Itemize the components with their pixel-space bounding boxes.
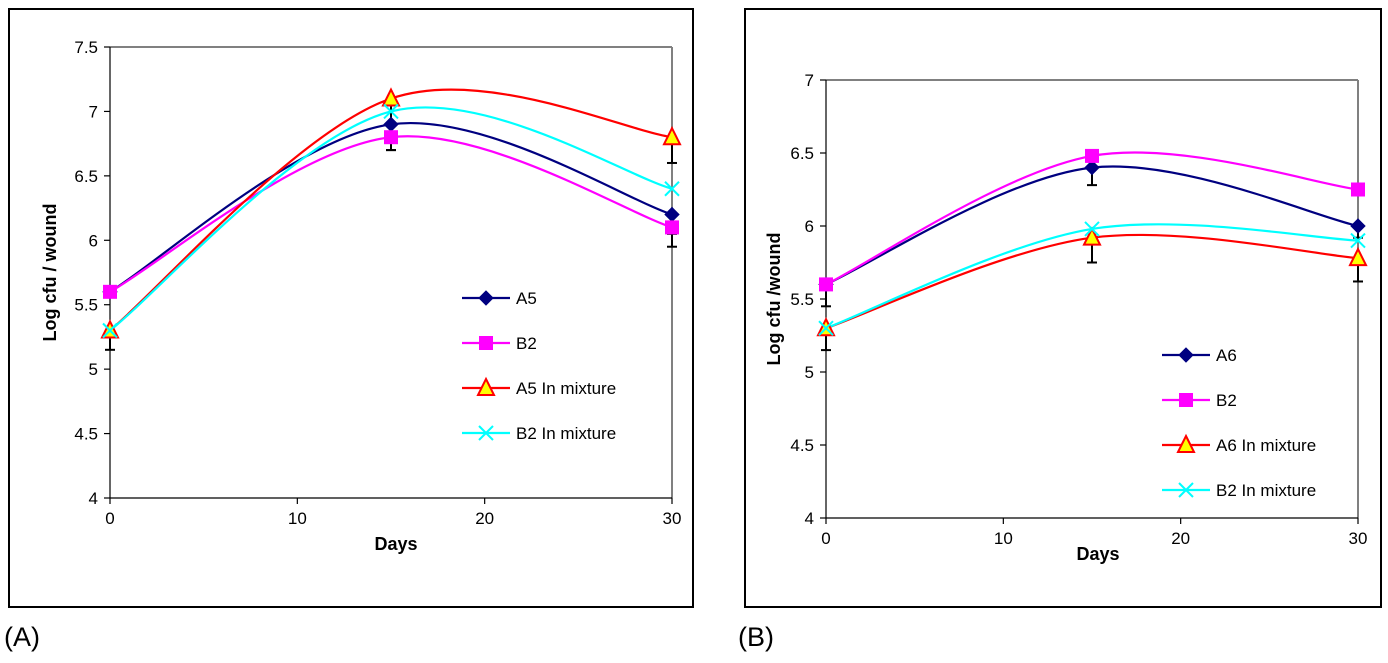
y-axis-title: Log cfu /wound bbox=[764, 233, 784, 366]
data-point-b2 bbox=[384, 130, 398, 145]
legend-marker bbox=[476, 376, 496, 396]
data-point-b2-in-mixture bbox=[664, 181, 680, 197]
legend-label: A6 In mixture bbox=[1216, 436, 1316, 455]
data-point-b2 bbox=[103, 284, 117, 299]
y-tick-label: 7 bbox=[89, 102, 98, 121]
legend-marker bbox=[478, 290, 494, 306]
data-point-a6 bbox=[1084, 159, 1100, 176]
x-tick-label: 0 bbox=[821, 529, 830, 548]
data-point-b2-in-mixture bbox=[1350, 232, 1366, 249]
y-tick-label: 5 bbox=[805, 363, 814, 382]
x-tick-label: 10 bbox=[994, 529, 1013, 548]
y-tick-label: 4 bbox=[805, 509, 814, 528]
legend-label: A5 In mixture bbox=[516, 379, 616, 398]
legend-label: B2 bbox=[516, 334, 537, 353]
y-tick-label: 5.5 bbox=[790, 290, 814, 309]
y-tick-label: 5.5 bbox=[74, 296, 98, 315]
legend-label: A5 bbox=[516, 289, 537, 308]
y-tick-label: 4.5 bbox=[790, 436, 814, 455]
panel-label-a: (A) bbox=[4, 622, 40, 652]
x-tick-label: 20 bbox=[475, 509, 494, 528]
legend-marker bbox=[1178, 347, 1194, 363]
data-point-a5 bbox=[664, 206, 680, 223]
legend-label: B2 In mixture bbox=[1216, 481, 1316, 500]
x-axis-title: Days bbox=[374, 534, 417, 554]
legend-label: B2 In mixture bbox=[516, 424, 616, 443]
x-tick-label: 10 bbox=[288, 509, 307, 528]
data-point-b2-in-mixture bbox=[383, 103, 399, 120]
legend-marker bbox=[1179, 393, 1193, 407]
data-point-b2-in-mixture bbox=[102, 322, 118, 339]
data-point-b2-in-mixture bbox=[1084, 221, 1100, 237]
series-line-b2 bbox=[109, 135, 673, 293]
y-tick-label: 5 bbox=[89, 360, 98, 379]
legend-label: A6 bbox=[1216, 346, 1237, 365]
y-tick-label: 6.5 bbox=[74, 167, 98, 186]
y-tick-label: 7.5 bbox=[74, 38, 98, 57]
x-axis-title: Days bbox=[1076, 544, 1119, 564]
chart-b-svg: 4 4.5 5 5.5 6 6.5 7 0 10 20 30 Log cfu /wound Days A6… bbox=[764, 71, 1368, 564]
data-point-b2-in-mixture bbox=[818, 320, 834, 336]
data-point-a6-in-mixture bbox=[1082, 226, 1102, 246]
data-point-b2 bbox=[1351, 182, 1365, 197]
data-point-a5-in-mixture bbox=[381, 87, 401, 107]
data-point-b2 bbox=[1085, 148, 1099, 163]
chart-panel-a: 4 4.5 5 5.5 6 6.5 7 7.5 0 10 20 30 Log cfu / wound Da… bbox=[8, 8, 694, 608]
legend-marker bbox=[1178, 482, 1194, 498]
x-tick-label: 30 bbox=[1349, 529, 1368, 548]
data-point-a6-in-mixture bbox=[1348, 246, 1368, 267]
legend-marker bbox=[479, 336, 493, 350]
y-axis-title: Log cfu / wound bbox=[40, 204, 60, 342]
x-tick-label: 30 bbox=[663, 509, 682, 528]
y-tick-label: 6 bbox=[805, 217, 814, 236]
chart-panel-b: 4 4.5 5 5.5 6 6.5 7 0 10 20 30 Log cfu /wound Days A6… bbox=[744, 8, 1382, 608]
y-tick-label: 6 bbox=[89, 231, 98, 250]
data-point-b2 bbox=[665, 220, 679, 235]
chart-a-svg: 4 4.5 5 5.5 6 6.5 7 7.5 0 10 20 30 Log cfu / wound Da… bbox=[40, 38, 682, 554]
y-tick-label: 4 bbox=[89, 489, 98, 508]
panel-label-b: (B) bbox=[738, 622, 774, 652]
data-point-b2 bbox=[819, 277, 833, 292]
y-tick-label: 7 bbox=[805, 71, 814, 90]
legend-marker bbox=[1176, 433, 1196, 453]
legend-marker bbox=[478, 425, 494, 441]
y-tick-label: 4.5 bbox=[74, 425, 98, 444]
data-point-a6 bbox=[1350, 218, 1366, 234]
x-tick-label: 20 bbox=[1171, 529, 1190, 548]
data-point-a5-in-mixture bbox=[662, 125, 682, 146]
data-point-a5 bbox=[383, 116, 399, 133]
y-tick-label: 6.5 bbox=[790, 144, 814, 163]
legend-label: B2 bbox=[1216, 391, 1237, 410]
x-tick-label: 0 bbox=[105, 509, 114, 528]
